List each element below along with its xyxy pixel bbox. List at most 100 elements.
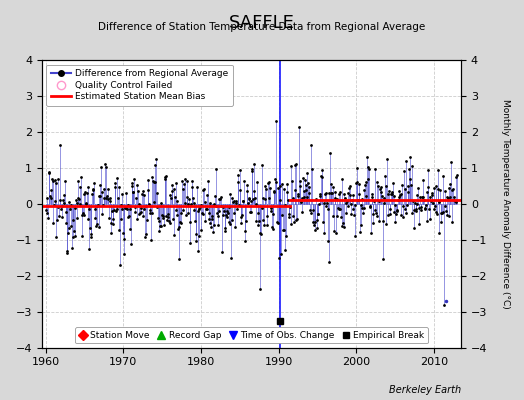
Point (337, 214, 345, 220)
Point (180, 181, 188, 188)
Point (381, 172, 389, 179)
Point (174, 224, 183, 230)
Point (192, 231, 200, 237)
Point (361, 182, 369, 188)
Point (416, 194, 424, 200)
Point (453, 172, 461, 178)
Point (417, 203, 425, 210)
Point (411, 200, 419, 207)
Point (220, 208, 228, 215)
Point (395, 188, 403, 194)
Point (92, 222, 100, 229)
Point (128, 180, 136, 186)
Point (452, 174, 460, 181)
Point (154, 215, 162, 222)
Point (250, 161, 259, 167)
Point (342, 200, 350, 206)
Point (247, 208, 255, 215)
Point (155, 218, 163, 224)
Point (264, 180, 272, 186)
Point (241, 238, 249, 244)
Point (310, 219, 319, 226)
Point (337, 176, 346, 182)
Point (243, 187, 251, 194)
Point (420, 206, 429, 213)
Point (446, 180, 455, 187)
Point (185, 196, 193, 202)
Point (445, 193, 454, 200)
Point (211, 193, 219, 199)
Point (78, 233, 86, 240)
Point (340, 190, 348, 197)
Point (99, 202, 107, 208)
Point (242, 218, 250, 224)
Point (321, 202, 330, 209)
Point (435, 230, 444, 236)
Point (364, 164, 373, 170)
Point (269, 226, 277, 232)
Point (412, 208, 420, 214)
Point (240, 177, 248, 184)
Point (179, 207, 188, 214)
Point (335, 206, 343, 212)
Point (87, 234, 95, 240)
Point (136, 209, 144, 216)
Point (267, 205, 276, 211)
Point (356, 222, 365, 228)
Point (403, 188, 412, 195)
Point (375, 198, 384, 205)
Point (389, 179, 397, 186)
Point (400, 206, 409, 212)
Point (122, 190, 130, 197)
Point (168, 182, 177, 189)
Point (392, 207, 401, 214)
Point (297, 198, 305, 205)
Point (408, 210, 417, 216)
Point (88, 191, 96, 197)
Point (224, 210, 232, 217)
Point (208, 216, 216, 222)
Point (284, 196, 292, 203)
Point (61, 178, 69, 184)
Point (230, 210, 238, 216)
Point (288, 195, 297, 202)
Point (392, 211, 400, 218)
Point (368, 219, 377, 226)
Point (61, 209, 70, 216)
Point (238, 198, 247, 204)
Point (401, 186, 409, 192)
Point (82, 201, 91, 207)
Point (171, 194, 179, 200)
Point (142, 231, 150, 238)
Point (389, 193, 398, 200)
Point (274, 219, 282, 226)
Point (105, 195, 114, 201)
Point (196, 202, 205, 208)
Point (112, 208, 120, 214)
Text: Berkeley Earth: Berkeley Earth (389, 385, 461, 395)
Point (353, 165, 361, 171)
Point (230, 198, 238, 204)
Point (249, 188, 258, 194)
Point (397, 191, 405, 197)
Point (232, 200, 241, 207)
Point (346, 192, 354, 198)
Point (379, 200, 388, 206)
Point (202, 206, 210, 212)
Point (85, 206, 93, 213)
Point (281, 247, 290, 253)
Point (180, 200, 189, 206)
Point (209, 229, 217, 235)
Point (146, 210, 154, 216)
Point (307, 142, 315, 148)
Point (161, 172, 170, 179)
Point (106, 198, 114, 204)
Text: SAFFLE: SAFFLE (229, 14, 295, 32)
Point (430, 185, 439, 191)
Point (439, 173, 447, 180)
Point (411, 206, 420, 212)
Point (433, 167, 442, 173)
Point (398, 182, 406, 188)
Point (147, 237, 155, 244)
Point (178, 178, 186, 184)
